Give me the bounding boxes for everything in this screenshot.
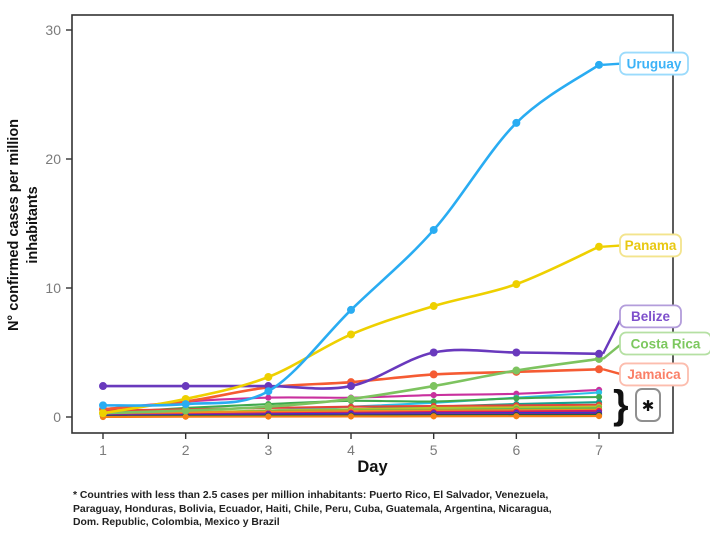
x-tick-label: 4 bbox=[347, 442, 355, 458]
footnote-line-2: Paraguay, Honduras, Bolivia, Ecuador, Ha… bbox=[73, 503, 552, 515]
data-point bbox=[512, 366, 521, 375]
data-point bbox=[264, 402, 273, 411]
data-point bbox=[429, 348, 438, 357]
country-label-belize: Belize bbox=[631, 309, 671, 324]
data-point bbox=[513, 413, 520, 420]
data-point bbox=[429, 370, 438, 379]
x-tick-label: 2 bbox=[182, 442, 190, 458]
data-point bbox=[265, 413, 272, 420]
country-label-box bbox=[619, 304, 682, 329]
label-connector bbox=[602, 368, 623, 376]
data-point bbox=[265, 394, 272, 401]
country-label-box bbox=[619, 233, 682, 258]
x-tick-label: 3 bbox=[264, 442, 272, 458]
data-point bbox=[181, 406, 190, 415]
data-point bbox=[430, 413, 437, 420]
country-label-box bbox=[619, 362, 689, 387]
data-point bbox=[595, 242, 604, 251]
x-tick-label: 6 bbox=[512, 442, 520, 458]
y-axis-title-line1: N° confirmed cases per million bbox=[6, 118, 22, 332]
data-point bbox=[264, 387, 273, 396]
data-point bbox=[595, 393, 603, 401]
y-axis-title-line2: inhabitants bbox=[24, 186, 41, 264]
y-tick-label: 0 bbox=[53, 409, 61, 425]
label-connector bbox=[601, 315, 624, 355]
country-label-costa-rica: Costa Rica bbox=[631, 336, 701, 351]
data-point bbox=[429, 225, 438, 234]
data-point bbox=[595, 389, 603, 396]
plot-panel-border bbox=[71, 14, 674, 434]
data-point bbox=[264, 373, 273, 382]
label-connector bbox=[602, 62, 623, 67]
data-point bbox=[347, 413, 355, 420]
data-point bbox=[595, 60, 604, 69]
data-point bbox=[429, 382, 438, 391]
country-label-uruguay: Uruguay bbox=[627, 56, 682, 71]
y-tick-label: 20 bbox=[45, 151, 61, 167]
data-point bbox=[182, 413, 189, 420]
data-point bbox=[181, 400, 190, 409]
y-tick-label: 10 bbox=[45, 280, 61, 296]
data-point bbox=[512, 280, 521, 289]
data-point bbox=[99, 382, 107, 391]
data-point bbox=[347, 330, 356, 339]
data-point bbox=[430, 391, 437, 399]
data-point bbox=[429, 302, 438, 311]
x-tick-label: 7 bbox=[595, 442, 603, 458]
data-point bbox=[347, 382, 356, 391]
data-point bbox=[430, 398, 437, 405]
data-point bbox=[181, 382, 190, 391]
footnote-line-1: * Countries with less than 2.5 cases per… bbox=[73, 490, 549, 501]
data-point bbox=[513, 395, 520, 402]
country-label-box bbox=[619, 51, 689, 76]
y-tick-label: 30 bbox=[45, 22, 61, 38]
data-point bbox=[512, 348, 521, 357]
asterisk-symbol: ✱ bbox=[642, 398, 655, 415]
data-point bbox=[595, 365, 604, 374]
data-point bbox=[512, 118, 521, 127]
country-label-jamaica: Jamaica bbox=[627, 367, 681, 382]
data-point bbox=[595, 412, 603, 420]
country-label-panama: Panama bbox=[625, 238, 677, 253]
cluster-brace: } bbox=[613, 383, 629, 427]
x-tick-label: 1 bbox=[99, 442, 107, 458]
x-axis-title: Day bbox=[357, 458, 388, 476]
data-point bbox=[99, 401, 107, 410]
footnote: * Countries with less than 2.5 cases per… bbox=[73, 489, 653, 530]
y-axis-title: N° confirmed cases per million inhabitan… bbox=[5, 9, 43, 441]
data-point bbox=[595, 349, 604, 358]
series-line-uruguay bbox=[101, 63, 601, 407]
country-label-box bbox=[619, 331, 710, 356]
footnote-line-3: Dom. Republic, Colombia, Mexico y Brazil bbox=[73, 517, 280, 529]
data-point bbox=[347, 394, 356, 403]
x-tick-label: 5 bbox=[430, 442, 438, 458]
label-connector bbox=[602, 244, 623, 248]
label-connector bbox=[602, 342, 623, 360]
data-point bbox=[99, 409, 107, 418]
asterisk-box bbox=[635, 388, 661, 422]
data-point bbox=[347, 305, 356, 314]
